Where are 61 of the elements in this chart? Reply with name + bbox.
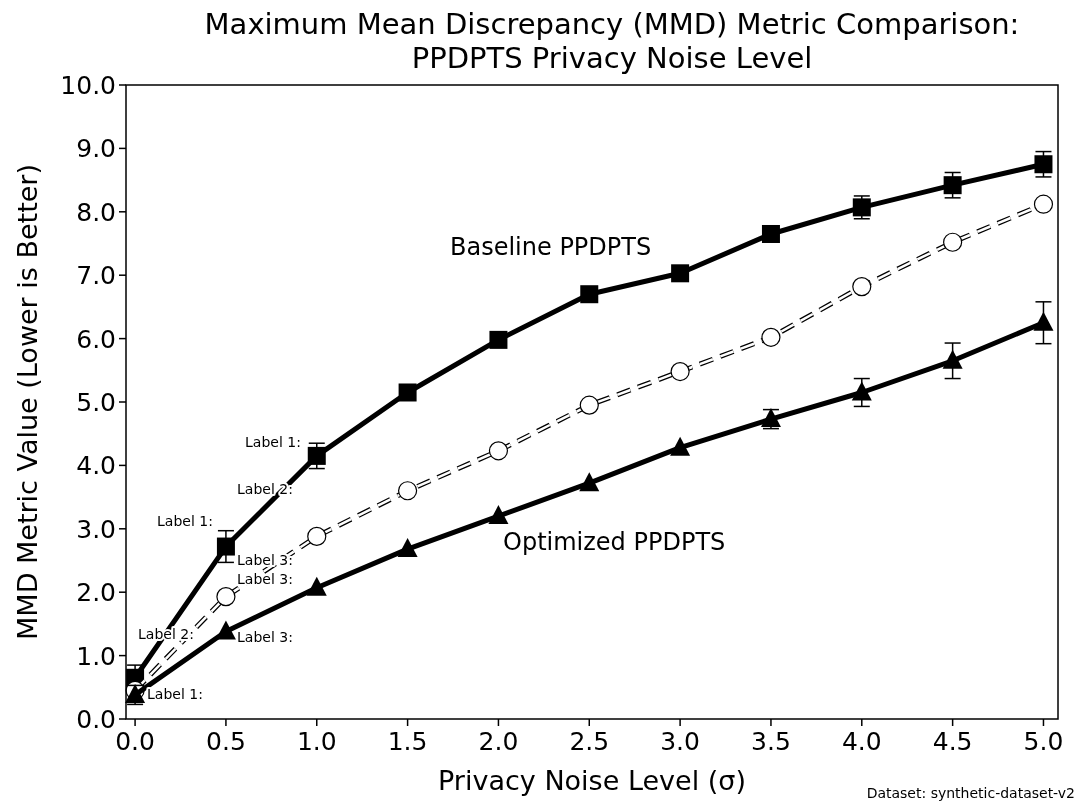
point [942,349,963,369]
y-tick-label: 4.0 [76,451,116,481]
point [579,395,599,415]
y-tick-label: 7.0 [76,261,116,291]
annotation: Label 1: [245,434,301,450]
annotation: Label 1: [147,686,203,702]
y-tick-label: 6.0 [76,324,116,354]
x-tick-label: 4.0 [841,727,882,756]
y-tick-label: 2.0 [76,578,116,608]
point [671,264,690,283]
point [1033,311,1054,331]
x-tick-label: 4.5 [932,727,973,756]
x-tick-label: 3.5 [751,727,791,756]
point [943,232,963,252]
x-tick-label: 3.0 [660,727,700,756]
annotation: Optimized PPDPTS [503,528,726,556]
point [306,576,327,596]
x-tick-label: 1.5 [387,727,428,756]
text: Dataset: synthetic-dataset-v2 [866,785,1075,801]
x-tick-label: 1.0 [296,727,337,756]
point [943,176,962,195]
y-tick-label: 1.0 [76,641,116,671]
y-axis-title: MMD Metric Value (Lower is Better) [12,164,43,640]
point [307,446,326,465]
x-axis-title: Privacy Noise Level (σ) [438,765,746,796]
point [216,587,236,607]
point [580,285,599,304]
point [215,620,236,640]
point [398,383,417,402]
point [397,538,418,558]
point [398,481,418,501]
chart-title: Maximum Mean Discrepancy (MMD) Metric Comparison: PPDPTS Privacy Noise Level [204,7,1020,75]
point [489,330,508,349]
x-tick-label: 5.0 [1023,727,1064,756]
annotation: Label 3: [237,629,293,645]
x-tick-label: 0.0 [115,727,155,756]
point [1033,194,1054,214]
annotation: Label 1: [157,513,213,529]
point [761,224,780,243]
point [670,436,691,456]
point [1034,155,1053,174]
y-tick-label: 9.0 [76,134,116,164]
point [761,327,781,347]
point [307,526,327,547]
y-tick-label: 5.0 [76,388,116,417]
point [851,381,872,401]
x-tick-label: 2.5 [569,727,610,756]
annotation: Baseline PPDPTS [450,233,652,261]
y-tick-label: 10.0 [60,71,116,100]
point [579,472,600,492]
y-tick-label: 3.0 [76,514,116,544]
y-tick-label: 0.0 [76,705,116,734]
y-tick-label: 8.0 [76,197,116,227]
x-tick-label: 0.5 [206,727,246,756]
annotation: Label 3: [237,552,293,568]
point [670,361,690,382]
point [488,441,509,461]
point [488,505,509,525]
point [216,537,235,556]
point [852,277,872,297]
x-tick-label: 2.0 [478,727,519,756]
